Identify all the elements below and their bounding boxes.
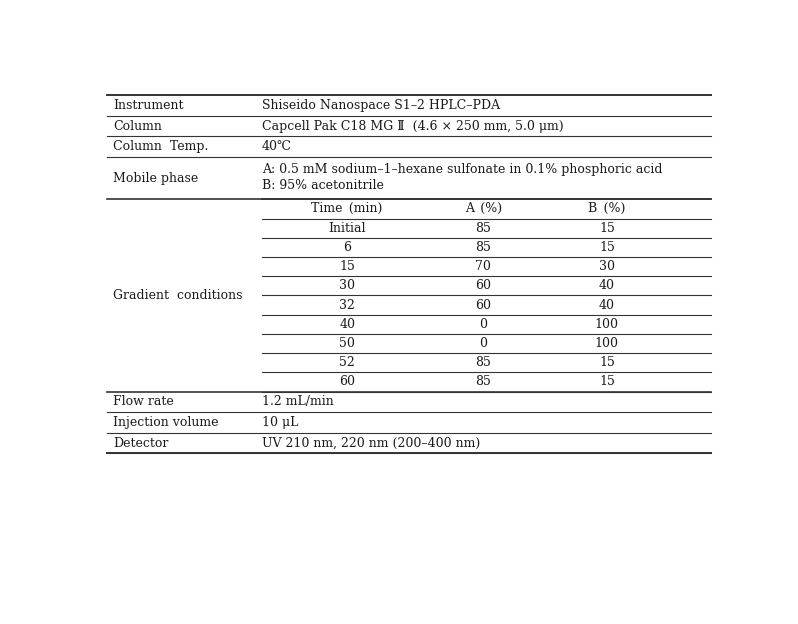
Text: 60: 60 — [475, 298, 492, 311]
Text: 15: 15 — [599, 241, 614, 254]
Text: 30: 30 — [598, 260, 615, 273]
Text: 40℃: 40℃ — [262, 140, 292, 154]
Text: 30: 30 — [339, 280, 355, 292]
Text: Time (min): Time (min) — [311, 202, 383, 215]
Text: Capcell Pak C18 MG Ⅱ  (4.6 × 250 mm, 5.0 μm): Capcell Pak C18 MG Ⅱ (4.6 × 250 mm, 5.0 … — [262, 120, 563, 132]
Text: 6: 6 — [343, 241, 351, 254]
Text: 50: 50 — [339, 337, 355, 350]
Text: Gradient  conditions: Gradient conditions — [113, 289, 243, 302]
Text: UV 210 nm, 220 nm (200–400 nm): UV 210 nm, 220 nm (200–400 nm) — [262, 437, 480, 450]
Text: Column: Column — [113, 120, 162, 132]
Text: 85: 85 — [476, 376, 491, 388]
Text: 85: 85 — [476, 222, 491, 235]
Text: 15: 15 — [599, 222, 614, 235]
Text: B (%): B (%) — [588, 202, 626, 215]
Text: 15: 15 — [599, 356, 614, 369]
Text: 40: 40 — [598, 280, 615, 292]
Text: 100: 100 — [595, 337, 619, 350]
Text: 15: 15 — [599, 376, 614, 388]
Text: 85: 85 — [476, 356, 491, 369]
Text: Shiseido Nanospace S1–2 HPLC–PDA: Shiseido Nanospace S1–2 HPLC–PDA — [262, 99, 500, 112]
Text: Column  Temp.: Column Temp. — [113, 140, 209, 154]
Text: 60: 60 — [475, 280, 492, 292]
Text: 40: 40 — [339, 318, 355, 331]
Text: 32: 32 — [339, 298, 355, 311]
Text: 10 μL: 10 μL — [262, 416, 298, 429]
Text: 0: 0 — [479, 337, 488, 350]
Text: 100: 100 — [595, 318, 619, 331]
Text: Instrument: Instrument — [113, 99, 184, 112]
Text: 40: 40 — [598, 298, 615, 311]
Text: Flow rate: Flow rate — [113, 396, 174, 408]
Text: Detector: Detector — [113, 437, 168, 450]
Text: 60: 60 — [339, 376, 355, 388]
Text: 70: 70 — [476, 260, 491, 273]
Text: 15: 15 — [339, 260, 355, 273]
Text: Mobile phase: Mobile phase — [113, 172, 199, 185]
Text: Initial: Initial — [329, 222, 365, 235]
Text: 1.2 mL/min: 1.2 mL/min — [262, 396, 334, 408]
Text: A (%): A (%) — [464, 202, 502, 215]
Text: A: 0.5 mM sodium–1–hexane sulfonate in 0.1% phosphoric acid: A: 0.5 mM sodium–1–hexane sulfonate in 0… — [262, 163, 662, 176]
Text: 85: 85 — [476, 241, 491, 254]
Text: 52: 52 — [339, 356, 355, 369]
Text: Injection volume: Injection volume — [113, 416, 219, 429]
Text: 0: 0 — [479, 318, 488, 331]
Text: B: 95% acetonitrile: B: 95% acetonitrile — [262, 179, 384, 192]
